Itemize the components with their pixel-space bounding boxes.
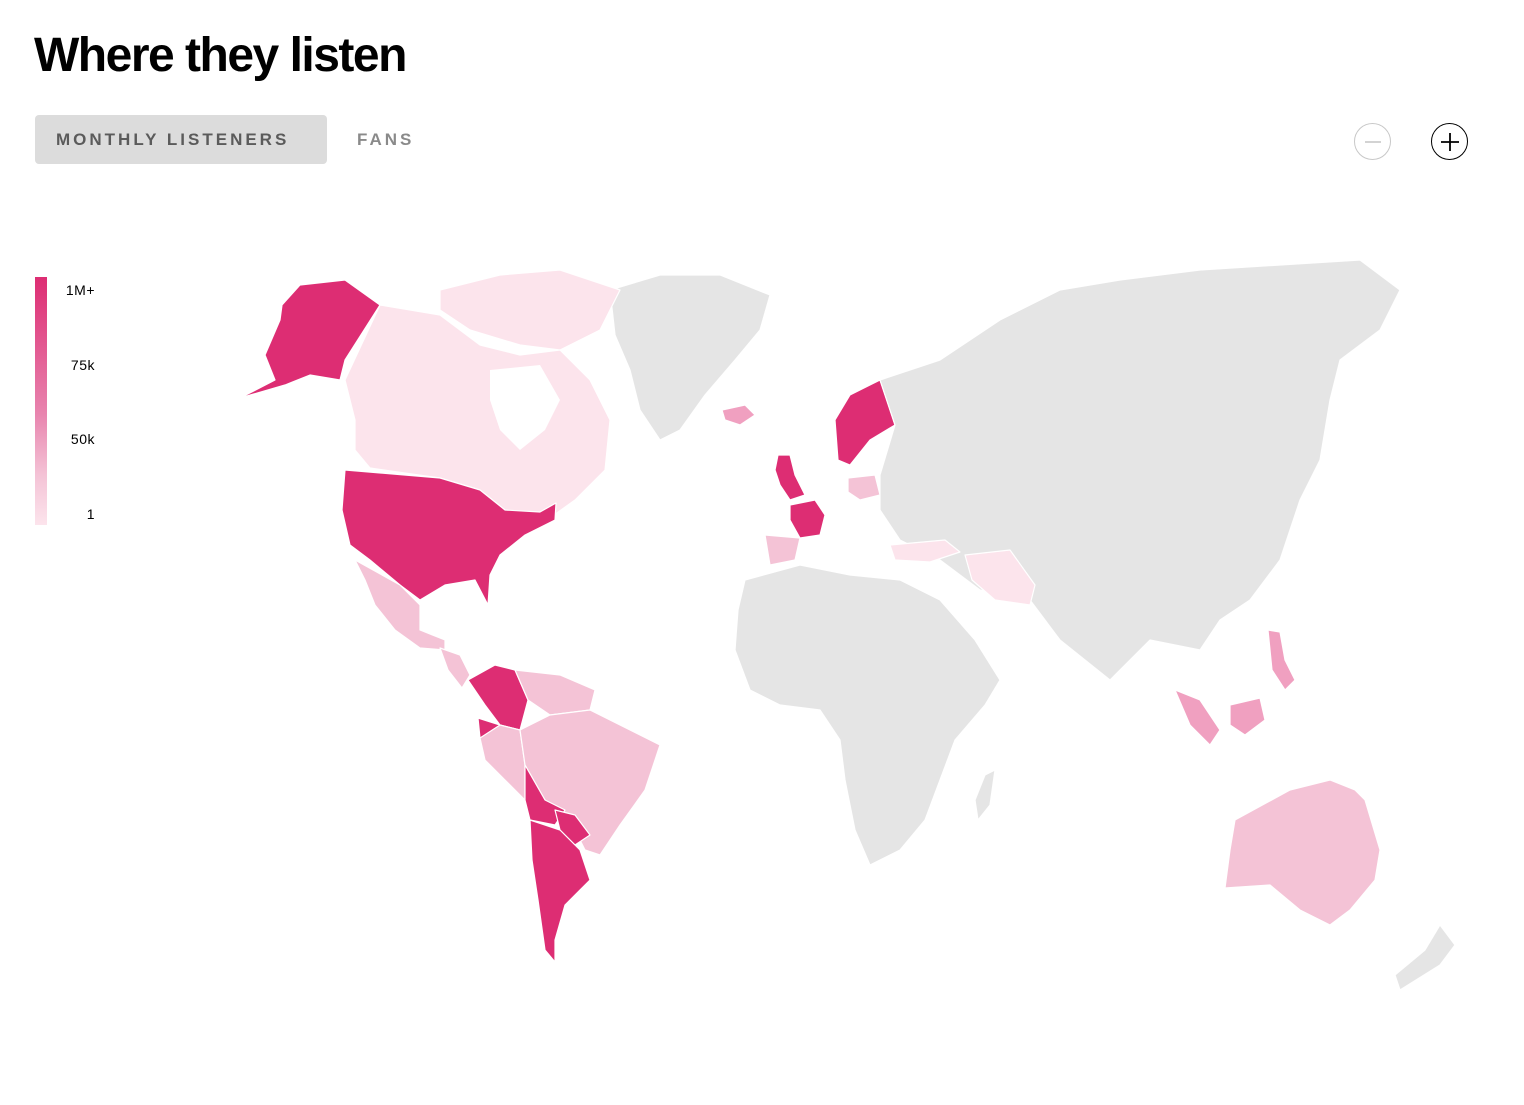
country-venezuela[interactable]	[514, 669, 596, 716]
country-peru[interactable]	[479, 724, 526, 801]
country-iran[interactable]	[964, 549, 1036, 606]
country-indonesia[interactable]	[1174, 689, 1221, 746]
country-paraguay[interactable]	[554, 809, 591, 846]
tab-monthly-listeners[interactable]: MONTHLY LISTENERS	[35, 115, 327, 164]
tab-monthly-listeners-label: MONTHLY LISTENERS	[56, 129, 290, 149]
legend-color-scale	[35, 277, 47, 525]
country-central-america[interactable]	[439, 647, 471, 689]
country-colombia[interactable]	[467, 664, 529, 731]
country-usa[interactable]	[341, 469, 557, 606]
country-eurasia[interactable]	[879, 259, 1401, 681]
hudson-bay	[490, 365, 560, 450]
country-poland[interactable]	[847, 474, 881, 501]
map-legend: 1M+ 75k 50k 1	[35, 277, 115, 527]
country-africa[interactable]	[734, 564, 1001, 866]
tab-fans-label: FANS	[357, 129, 415, 149]
zoom-in-button[interactable]	[1431, 123, 1468, 160]
country-madagascar[interactable]	[974, 769, 996, 821]
plus-circle-icon	[1440, 132, 1459, 151]
view-tabs: MONTHLY LISTENERS FANS	[35, 115, 435, 164]
country-uk[interactable]	[774, 454, 806, 501]
country-canada[interactable]	[344, 304, 611, 526]
country-australia[interactable]	[1224, 779, 1381, 926]
page-title: Where they listen	[34, 29, 407, 82]
zoom-out-button[interactable]	[1354, 123, 1391, 160]
country-spain[interactable]	[764, 534, 801, 566]
country-canada-islands[interactable]	[439, 269, 621, 351]
country-new-zealand[interactable]	[1394, 924, 1456, 991]
tab-fans[interactable]: FANS	[327, 115, 435, 164]
country-turkey[interactable]	[889, 539, 961, 563]
country-philippines[interactable]	[1267, 629, 1296, 691]
legend-label-min: 1	[86, 506, 95, 522]
country-iceland[interactable]	[721, 404, 756, 426]
legend-label-75k: 75k	[70, 357, 95, 373]
country-france[interactable]	[789, 499, 826, 539]
country-greenland[interactable]	[609, 274, 771, 441]
country-borneo[interactable]	[1229, 697, 1266, 736]
minus-circle-icon	[1364, 140, 1381, 143]
legend-label-max: 1M+	[65, 282, 95, 298]
country-argentina-chile[interactable]	[529, 819, 591, 963]
legend-label-50k: 50k	[70, 431, 95, 447]
